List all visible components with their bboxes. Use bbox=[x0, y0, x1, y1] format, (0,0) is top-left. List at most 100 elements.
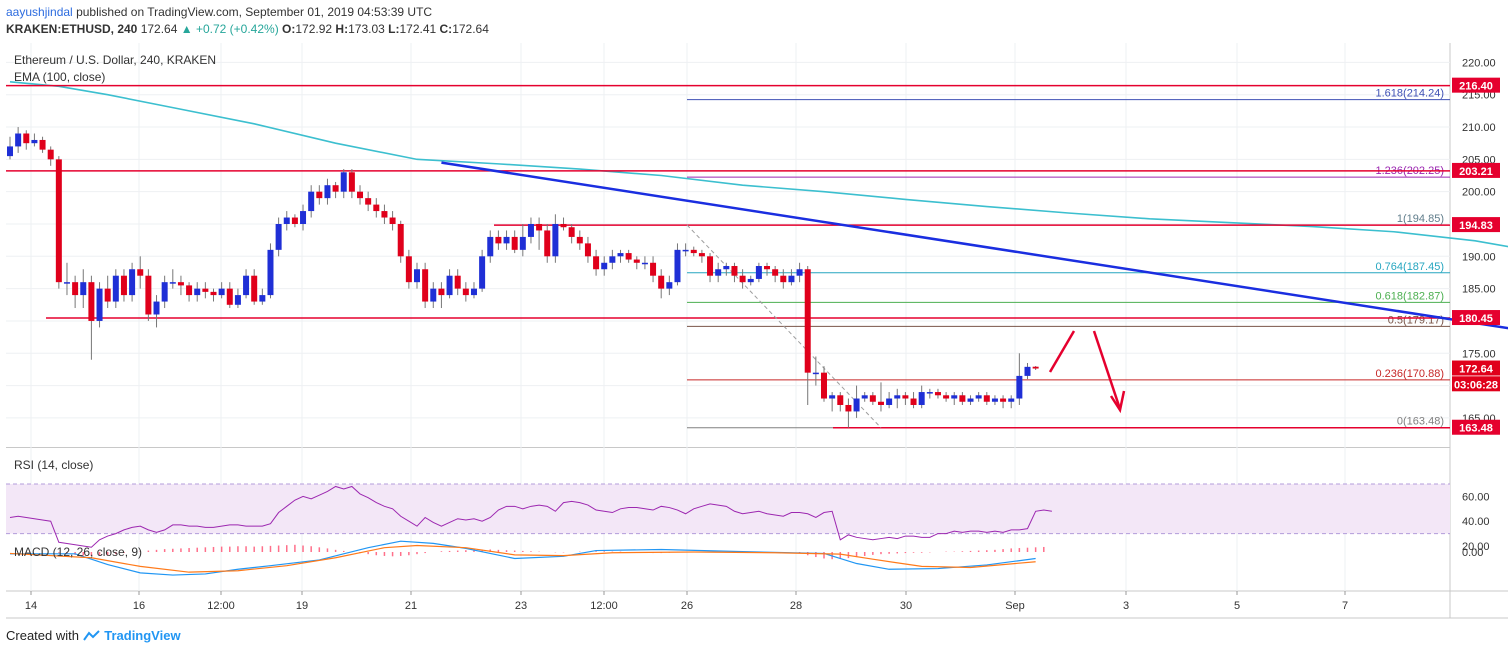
published-text: published on TradingView.com, September … bbox=[76, 5, 433, 19]
candle-body bbox=[690, 249, 697, 254]
candle-body bbox=[910, 398, 917, 405]
price-tag bbox=[1452, 376, 1500, 392]
price-tag-label: 203.21 bbox=[1459, 166, 1493, 178]
candle-body bbox=[495, 236, 502, 244]
symbol-label: KRAKEN:ETHUSD, 240 bbox=[6, 22, 138, 36]
rsi-tick-label: 20.00 bbox=[1462, 541, 1490, 553]
candle-body bbox=[308, 191, 315, 212]
candle-body bbox=[479, 256, 486, 289]
price-tag bbox=[1452, 162, 1500, 178]
author-link[interactable]: aayushjindal bbox=[6, 5, 73, 19]
candle-body bbox=[405, 256, 412, 283]
high-label: H: bbox=[335, 22, 349, 36]
candle-body bbox=[186, 285, 193, 296]
time-tick-label: 12:00 bbox=[207, 600, 235, 612]
time-tick-label: 7 bbox=[1342, 600, 1348, 612]
price-chart[interactable]: 14 16 12:00 19 21 23 12:00 26 28 30 Sep 3 5 7165.0017… bbox=[0, 0, 1508, 622]
candle-body bbox=[747, 278, 754, 283]
rsi-legend: RSI (14, close) bbox=[14, 458, 93, 472]
candle-body bbox=[1000, 398, 1007, 402]
price-tick-label: 185.00 bbox=[1462, 284, 1496, 296]
ema-legend: EMA (100, close) bbox=[14, 70, 105, 84]
candle-body bbox=[804, 269, 811, 373]
price-tag bbox=[1452, 310, 1500, 326]
price-tag bbox=[1452, 419, 1500, 435]
candle-body bbox=[446, 275, 453, 296]
candle-body bbox=[487, 236, 494, 257]
candle-body bbox=[755, 266, 762, 279]
candle-body bbox=[153, 301, 160, 315]
candle-body bbox=[943, 395, 950, 399]
time-tick-label: 14 bbox=[25, 600, 37, 612]
candle-body bbox=[161, 282, 168, 302]
candle-body bbox=[829, 395, 836, 399]
candle-body bbox=[527, 223, 534, 237]
candle-body bbox=[145, 275, 152, 315]
projection-arrowhead-icon bbox=[1109, 390, 1126, 414]
time-tick-label: 16 bbox=[133, 600, 145, 612]
rsi-tick-label: 60.00 bbox=[1462, 491, 1490, 503]
candle-body bbox=[983, 395, 990, 402]
candle-body bbox=[764, 266, 771, 270]
candle-body bbox=[47, 149, 54, 160]
macd-tick-label: 0.00 bbox=[1462, 547, 1483, 559]
fib-level-label: 0.236(170.88) bbox=[1376, 368, 1445, 380]
candle-body bbox=[991, 398, 998, 402]
candle-body bbox=[926, 392, 933, 394]
fib-level-label: 0.618(182.87) bbox=[1376, 290, 1445, 302]
candle-body bbox=[723, 266, 730, 270]
candle-body bbox=[576, 236, 583, 244]
candle-body bbox=[617, 253, 624, 257]
projection-up-arrow bbox=[1048, 330, 1076, 373]
candle-body bbox=[169, 282, 176, 284]
chart-title: Ethereum / U.S. Dollar, 240, KRAKEN bbox=[14, 53, 216, 67]
candle-body bbox=[120, 275, 127, 296]
candle-body bbox=[202, 288, 209, 292]
candle-body bbox=[422, 269, 429, 302]
candle-body bbox=[80, 282, 87, 296]
fib-level-label: 0(163.48) bbox=[1397, 416, 1444, 428]
price-tag-label: 163.48 bbox=[1459, 423, 1493, 435]
candle-body bbox=[918, 392, 925, 405]
candle-body bbox=[72, 282, 79, 296]
rsi-tick-label: 40.00 bbox=[1462, 516, 1490, 528]
candle-body bbox=[886, 398, 893, 405]
price-tag-label: 172.64 bbox=[1459, 364, 1494, 376]
high-value: 173.03 bbox=[348, 22, 385, 36]
candle-body bbox=[731, 266, 738, 276]
candle-body bbox=[137, 269, 144, 276]
candle-body bbox=[975, 395, 982, 399]
price-tick-label: 190.00 bbox=[1462, 251, 1496, 263]
candle-body bbox=[129, 269, 136, 296]
candle-body bbox=[568, 227, 575, 237]
price-tag-label: 03:06:28 bbox=[1454, 379, 1498, 391]
candle-body bbox=[967, 398, 974, 402]
rsi-line bbox=[9, 485, 1052, 548]
candle-body bbox=[259, 295, 266, 302]
candle-body bbox=[511, 236, 518, 250]
macd-signal-line bbox=[9, 544, 1036, 573]
time-tick-label: 21 bbox=[405, 600, 417, 612]
candle-body bbox=[324, 185, 331, 199]
candle-body bbox=[959, 395, 966, 402]
candle-body bbox=[96, 288, 103, 321]
candle-body bbox=[609, 256, 616, 263]
candle-body bbox=[902, 395, 909, 399]
macd-line bbox=[10, 540, 1036, 576]
candle-body bbox=[365, 198, 372, 205]
candle-body bbox=[593, 256, 600, 270]
time-tick-label: 19 bbox=[296, 600, 308, 612]
candle-body bbox=[772, 269, 779, 276]
candle-body bbox=[112, 275, 119, 302]
price-tag bbox=[1452, 217, 1500, 233]
time-tick-label: 28 bbox=[790, 600, 802, 612]
time-tick-label: Sep bbox=[1005, 600, 1025, 612]
tradingview-logo-icon bbox=[82, 629, 101, 641]
price-tick-label: 210.00 bbox=[1462, 122, 1496, 134]
candle-body bbox=[739, 275, 746, 283]
ema-100-line bbox=[9, 80, 1508, 248]
candle-body bbox=[715, 269, 722, 276]
last-price: 172.64 bbox=[140, 22, 178, 36]
price-change: ▲ +0.72 (+0.42%) bbox=[180, 22, 279, 36]
footer-brand[interactable]: TradingView bbox=[104, 628, 181, 643]
